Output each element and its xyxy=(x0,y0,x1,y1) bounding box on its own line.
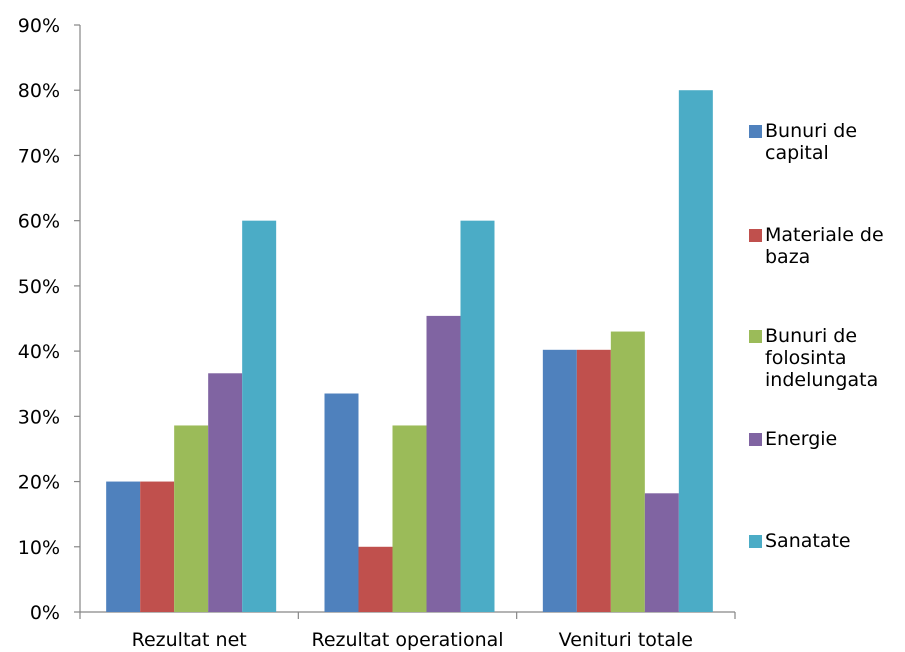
bar-bunuri-de-folosinta-indelungata xyxy=(392,425,427,612)
legend-swatch xyxy=(749,125,762,138)
legend-swatch xyxy=(749,330,762,343)
legend-label: Bunuri de capital xyxy=(765,120,858,164)
bar-bunuri-de-folosinta-indelungata xyxy=(174,425,209,612)
legend-swatch xyxy=(749,229,762,242)
legend: Bunuri de capital Materiale de baza Bunu… xyxy=(749,0,905,652)
x-tick-label: Venituri totale xyxy=(559,629,693,651)
legend-item-bunuri-de-folosinta-indelungata: Bunuri de folosinta indelungata xyxy=(749,325,893,391)
bar-sanatate xyxy=(678,90,713,612)
bar-bunuri-de-capital xyxy=(324,393,359,612)
bar-bunuri-de-folosinta-indelungata xyxy=(610,331,645,612)
legend-item-energie: Energie xyxy=(749,428,903,450)
bar-materiale-de-baza xyxy=(576,349,611,612)
y-tick-label: 20% xyxy=(18,472,60,494)
legend-item-bunuri-de-capital: Bunuri de capital xyxy=(749,120,903,164)
bar-bunuri-de-capital xyxy=(106,481,141,612)
y-tick-label: 60% xyxy=(18,211,60,233)
bar-materiale-de-baza xyxy=(358,546,393,612)
x-tick-label: Rezultat operational xyxy=(311,629,503,651)
legend-label: Energie xyxy=(765,428,838,450)
legend-label: Sanatate xyxy=(765,530,851,552)
bar-energie xyxy=(208,373,243,612)
legend-swatch xyxy=(749,535,762,548)
bar-materiale-de-baza xyxy=(140,481,175,612)
y-tick-label: 70% xyxy=(18,145,60,167)
bar-bunuri-de-capital xyxy=(542,349,577,612)
y-tick-label: 30% xyxy=(18,406,60,428)
legend-label: Materiale de baza xyxy=(765,224,884,268)
legend-swatch xyxy=(749,433,762,446)
x-tick-label: Rezultat net xyxy=(132,629,247,651)
y-tick-label: 0% xyxy=(30,602,60,624)
y-tick-label: 50% xyxy=(18,276,60,298)
bar-energie xyxy=(644,493,679,612)
legend-label: Bunuri de folosinta indelungata xyxy=(765,325,879,391)
legend-item-sanatate: Sanatate xyxy=(749,530,903,552)
y-tick-label: 90% xyxy=(18,15,60,37)
y-tick-label: 10% xyxy=(18,537,60,559)
legend-item-materiale-de-baza: Materiale de baza xyxy=(749,224,903,268)
y-tick-label: 40% xyxy=(18,341,60,363)
bar-sanatate xyxy=(460,220,495,612)
y-tick-label: 80% xyxy=(18,80,60,102)
bar-sanatate xyxy=(242,220,277,612)
bar-energie xyxy=(426,315,461,612)
